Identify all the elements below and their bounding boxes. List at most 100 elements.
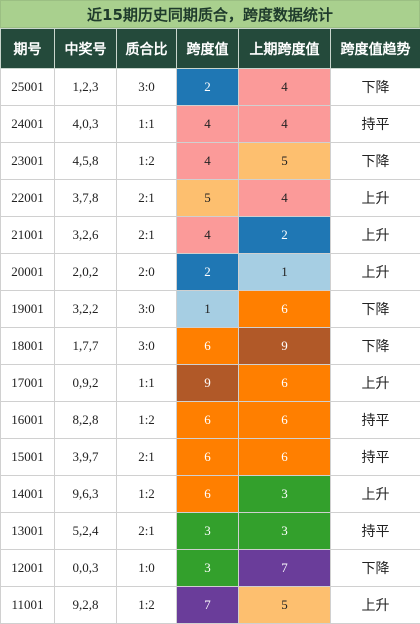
cell-span: 5 [177, 180, 239, 217]
cell-span: 3 [177, 550, 239, 587]
header-span: 跨度值 [177, 29, 239, 69]
cell-prev-span: 6 [239, 439, 331, 476]
cell-prev-span: 6 [239, 402, 331, 439]
cell-trend: 上升 [331, 254, 420, 291]
cell-period: 19001 [1, 291, 55, 328]
cell-numbers: 4,5,8 [55, 143, 117, 180]
header-row: 期号 中奖号 质合比 跨度值 上期跨度值 跨度值趋势 [1, 29, 420, 69]
cell-trend: 下降 [331, 143, 420, 180]
cell-numbers: 1,2,3 [55, 69, 117, 106]
cell-numbers: 9,6,3 [55, 476, 117, 513]
header-trend: 跨度值趋势 [331, 29, 420, 69]
cell-numbers: 4,0,3 [55, 106, 117, 143]
cell-numbers: 0,9,2 [55, 365, 117, 402]
cell-span: 6 [177, 328, 239, 365]
cell-span: 6 [177, 402, 239, 439]
cell-period: 18001 [1, 328, 55, 365]
cell-prev-span: 1 [239, 254, 331, 291]
cell-numbers: 2,0,2 [55, 254, 117, 291]
cell-prev-span: 4 [239, 69, 331, 106]
cell-span: 2 [177, 69, 239, 106]
cell-ratio: 3:0 [117, 291, 177, 328]
cell-trend: 持平 [331, 106, 420, 143]
cell-trend: 下降 [331, 69, 420, 106]
cell-ratio: 1:2 [117, 143, 177, 180]
cell-ratio: 1:2 [117, 476, 177, 513]
cell-ratio: 3:0 [117, 69, 177, 106]
cell-period: 24001 [1, 106, 55, 143]
cell-period: 16001 [1, 402, 55, 439]
cell-numbers: 1,7,7 [55, 328, 117, 365]
cell-ratio: 3:0 [117, 328, 177, 365]
cell-numbers: 5,2,4 [55, 513, 117, 550]
cell-prev-span: 6 [239, 291, 331, 328]
cell-span: 4 [177, 106, 239, 143]
cell-numbers: 8,2,8 [55, 402, 117, 439]
cell-ratio: 1:1 [117, 365, 177, 402]
cell-prev-span: 6 [239, 365, 331, 402]
cell-period: 22001 [1, 180, 55, 217]
cell-period: 25001 [1, 69, 55, 106]
cell-trend: 持平 [331, 402, 420, 439]
header-prev-span: 上期跨度值 [239, 29, 331, 69]
cell-period: 12001 [1, 550, 55, 587]
cell-span: 1 [177, 291, 239, 328]
cell-span: 9 [177, 365, 239, 402]
cell-numbers: 3,2,6 [55, 217, 117, 254]
cell-ratio: 1:2 [117, 402, 177, 439]
cell-ratio: 2:0 [117, 254, 177, 291]
cell-trend: 下降 [331, 291, 420, 328]
page-title: 近15期历史同期质合，跨度数据统计 [0, 0, 420, 28]
cell-prev-span: 3 [239, 513, 331, 550]
cell-span: 6 [177, 476, 239, 513]
cell-ratio: 2:1 [117, 217, 177, 254]
cell-ratio: 1:0 [117, 550, 177, 587]
cell-ratio: 2:1 [117, 180, 177, 217]
cell-span: 7 [177, 587, 239, 624]
cell-numbers: 0,0,3 [55, 550, 117, 587]
cell-prev-span: 5 [239, 143, 331, 180]
cell-numbers: 3,2,2 [55, 291, 117, 328]
cell-trend: 上升 [331, 365, 420, 402]
cell-period: 15001 [1, 439, 55, 476]
cell-prev-span: 7 [239, 550, 331, 587]
cell-prev-span: 4 [239, 180, 331, 217]
cell-trend: 上升 [331, 180, 420, 217]
cell-period: 14001 [1, 476, 55, 513]
cell-prev-span: 3 [239, 476, 331, 513]
cell-trend: 持平 [331, 513, 420, 550]
cell-prev-span: 5 [239, 587, 331, 624]
cell-trend: 持平 [331, 439, 420, 476]
cell-numbers: 3,9,7 [55, 439, 117, 476]
cell-span: 4 [177, 143, 239, 180]
cell-numbers: 9,2,8 [55, 587, 117, 624]
cell-period: 17001 [1, 365, 55, 402]
cell-period: 11001 [1, 587, 55, 624]
header-numbers: 中奖号 [55, 29, 117, 69]
cell-span: 6 [177, 439, 239, 476]
cell-ratio: 1:1 [117, 106, 177, 143]
header-ratio: 质合比 [117, 29, 177, 69]
cell-prev-span: 2 [239, 217, 331, 254]
cell-ratio: 1:2 [117, 587, 177, 624]
cell-prev-span: 4 [239, 106, 331, 143]
cell-span: 2 [177, 254, 239, 291]
cell-period: 23001 [1, 143, 55, 180]
cell-trend: 上升 [331, 476, 420, 513]
cell-period: 13001 [1, 513, 55, 550]
